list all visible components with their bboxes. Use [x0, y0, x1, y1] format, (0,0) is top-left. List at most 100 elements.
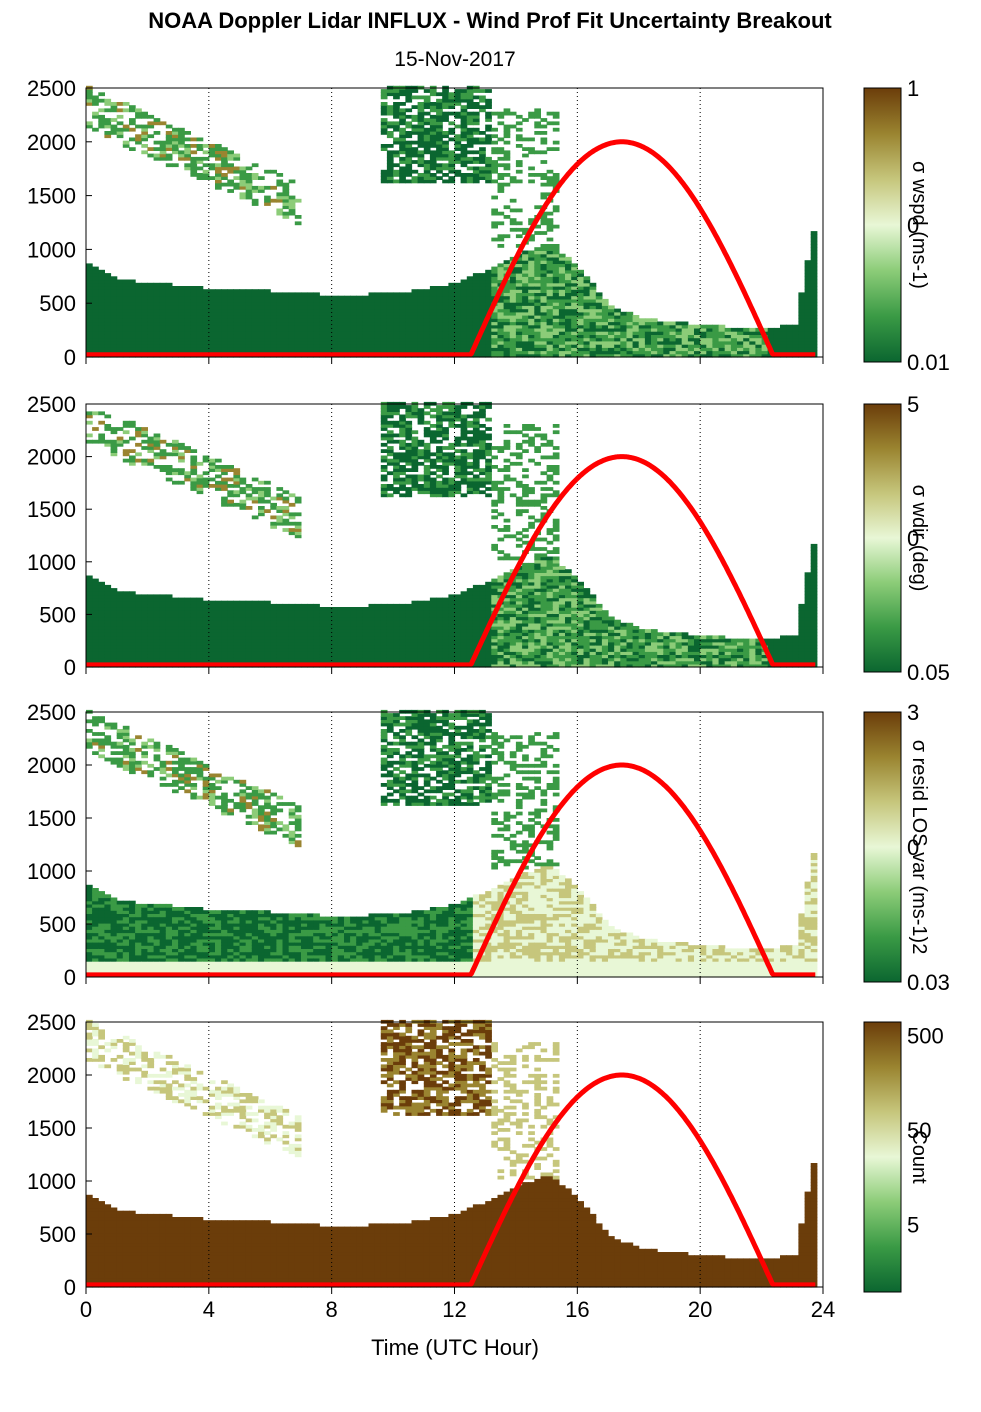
heatmap-cell: [282, 506, 290, 510]
heatmap-cell: [380, 327, 388, 332]
heatmap-cell: [227, 166, 234, 171]
heatmap-cell: [565, 324, 572, 329]
heatmap-cell: [172, 442, 179, 447]
heatmap-cell: [423, 127, 431, 132]
heatmap-cell: [172, 344, 179, 348]
heatmap-cell: [159, 644, 167, 649]
heatmap-cell: [129, 436, 136, 441]
heatmap-cell: [669, 334, 677, 339]
heatmap-cell: [264, 337, 271, 342]
heatmap-cell: [442, 308, 449, 313]
heatmap-cell: [141, 334, 148, 339]
heatmap-cell: [331, 657, 339, 662]
heatmap-cell: [730, 350, 738, 355]
heatmap-cell: [515, 353, 523, 358]
heatmap-cell: [350, 626, 357, 630]
heatmap-cell: [227, 493, 234, 498]
heatmap-cell: [98, 600, 105, 605]
heatmap-cell: [319, 651, 327, 655]
heatmap-cell: [515, 269, 523, 274]
heatmap-cell: [423, 654, 431, 659]
heatmap-cell: [454, 308, 462, 313]
heatmap-cell: [528, 263, 535, 268]
heatmap-cell: [270, 521, 277, 526]
heatmap-cell: [239, 502, 247, 507]
heatmap-cell: [614, 344, 621, 348]
heatmap-cell: [571, 273, 578, 277]
heatmap-cell: [190, 458, 198, 463]
heatmap-cell: [442, 654, 449, 659]
heatmap-cell: [454, 327, 462, 332]
heatmap-cell: [184, 632, 191, 637]
heatmap-cell: [442, 638, 449, 643]
heatmap-cell: [534, 308, 541, 313]
heatmap-cell: [331, 318, 339, 323]
heatmap-cell: [761, 347, 769, 352]
heatmap-cell: [344, 315, 351, 319]
heatmap-cell: [110, 292, 118, 297]
heatmap-cell: [380, 127, 388, 132]
heatmap-cell: [344, 626, 351, 630]
heatmap-cell: [258, 337, 265, 342]
heatmap-cell: [393, 635, 400, 640]
heatmap-cell: [454, 153, 462, 158]
heatmap-cell: [356, 638, 363, 643]
heatmap-cell: [423, 137, 431, 142]
heatmap-cell: [810, 260, 818, 264]
heatmap-cell: [98, 347, 105, 352]
heatmap-cell: [337, 641, 345, 646]
heatmap-cell: [405, 648, 413, 652]
heatmap-cell: [411, 613, 419, 618]
heatmap-cell: [411, 651, 419, 655]
heatmap-cell: [282, 211, 290, 216]
heatmap-cell: [344, 337, 351, 342]
heatmap-cell: [700, 331, 707, 335]
heatmap-cell: [429, 461, 437, 466]
heatmap-cell: [509, 289, 517, 293]
heatmap-cell: [288, 531, 296, 536]
heatmap-cell: [546, 121, 554, 126]
heatmap-cell: [227, 490, 234, 495]
heatmap-cell: [620, 321, 627, 326]
heatmap-cell: [251, 487, 259, 491]
heatmap-cell: [245, 166, 253, 171]
heatmap-cell: [417, 140, 425, 145]
heatmap-cell: [245, 648, 253, 652]
heatmap-cell: [644, 331, 652, 335]
heatmap-cell: [282, 331, 290, 335]
heatmap-cell: [411, 302, 419, 306]
x-axis: [85, 357, 824, 364]
heatmap-cell: [165, 610, 173, 614]
heatmap-cell: [122, 308, 130, 313]
heatmap-cell: [98, 305, 105, 310]
heatmap-cell: [534, 269, 541, 274]
heatmap-cell: [565, 266, 572, 271]
heatmap-cell: [417, 302, 425, 306]
heatmap-cell: [362, 635, 370, 640]
heatmap-cell: [491, 221, 498, 226]
heatmap-cell: [165, 311, 173, 316]
heatmap-cell: [276, 327, 284, 332]
heatmap-cell: [129, 289, 136, 293]
heatmap-cell: [233, 474, 241, 479]
heatmap-cell: [159, 302, 167, 306]
heatmap-cell: [319, 334, 327, 339]
heatmap-cell: [374, 641, 382, 646]
heatmap-cell: [565, 282, 572, 287]
heatmap-cell: [522, 231, 529, 235]
heatmap-cell: [558, 253, 566, 258]
heatmap-cell: [215, 648, 222, 652]
heatmap-cell: [147, 619, 155, 624]
heatmap-cell: [528, 334, 535, 339]
heatmap-cell: [417, 455, 425, 460]
heatmap-cell: [221, 334, 228, 339]
heatmap-cell: [399, 118, 406, 122]
heatmap-cell: [147, 334, 155, 339]
heatmap-cell: [534, 256, 541, 261]
heatmap-cell: [356, 315, 363, 319]
heatmap-cell: [399, 311, 406, 316]
heatmap-cell: [264, 499, 271, 504]
heatmap-cell: [571, 295, 578, 300]
heatmap-cell: [534, 150, 541, 155]
heatmap-cell: [141, 302, 148, 306]
